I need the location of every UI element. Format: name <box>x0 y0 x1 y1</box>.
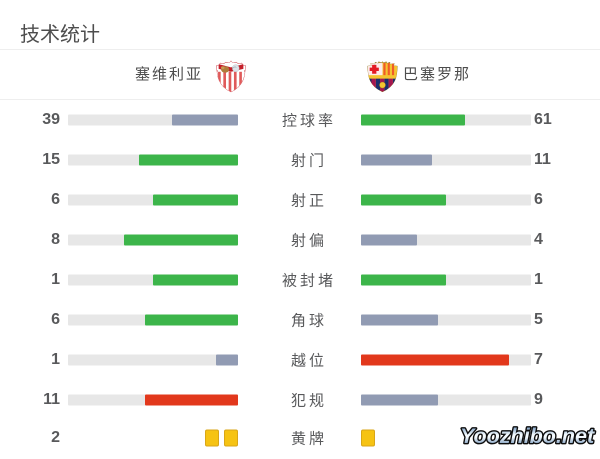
svg-text:Yoozhibo.net: Yoozhibo.net <box>460 424 595 448</box>
